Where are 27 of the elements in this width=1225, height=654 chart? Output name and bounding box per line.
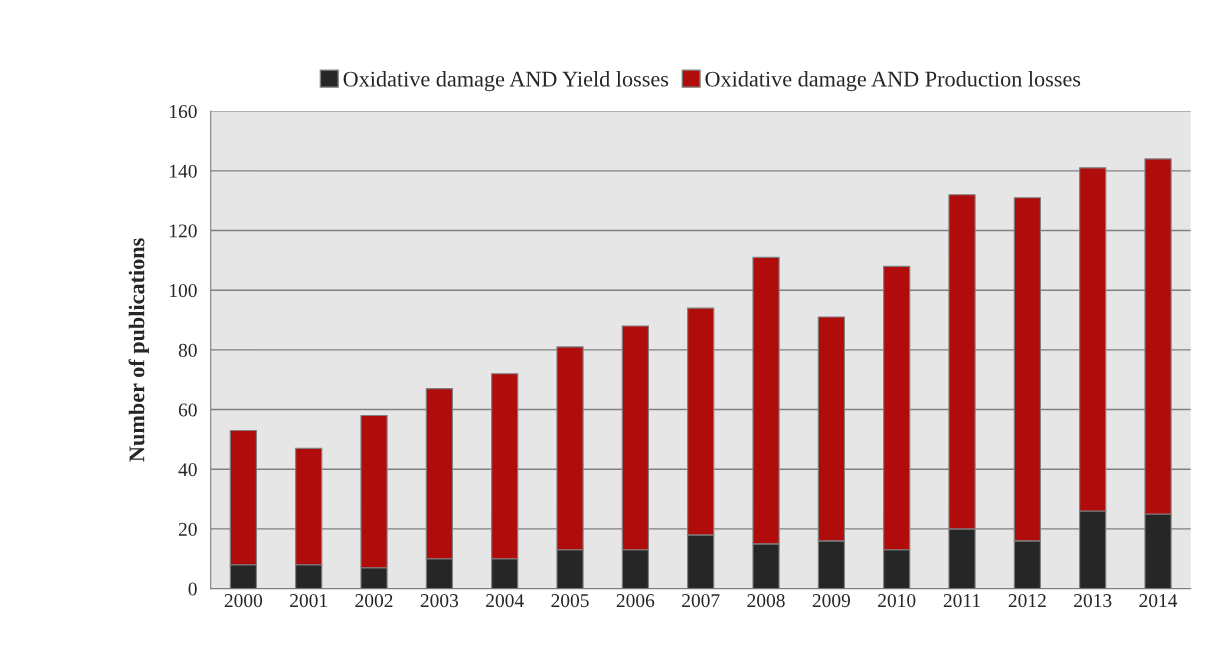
x-tick-label: 2005 [551,594,589,608]
y-axis-title: Number of publications [128,238,149,462]
y-tick-label: 80 [178,343,197,357]
x-tick-label: 2014 [1139,594,1178,608]
y-tick-label: 120 [170,224,197,238]
y-tick-label: 20 [178,522,197,536]
x-tick-label: 2001 [290,594,327,608]
x-tick-label: 2004 [486,594,524,608]
x-tick-label: 2011 [943,594,980,608]
x-tick-label: 2010 [878,594,916,608]
x-tick-label: 2007 [682,594,720,608]
x-tick-label: 2002 [355,594,393,608]
y-tick-label: 0 [188,582,197,596]
legend-label: Oxidative damage AND Yield losses [343,70,669,92]
x-tick-label: 2009 [812,594,851,608]
legend-label: Oxidative damage AND Production losses [705,70,1081,92]
y-tick-label: 60 [178,403,197,417]
y-tick-label: 100 [170,284,197,298]
y-tick-label: 140 [170,164,197,178]
x-tick-label: 2013 [1074,594,1112,608]
x-tick-label: 2012 [1008,594,1046,608]
x-tick-label: 2008 [747,594,785,608]
y-tick-label: 40 [178,463,197,477]
x-tick-label: 2000 [224,594,263,608]
x-tick-label: 2003 [420,594,459,608]
x-tick-label: 2006 [616,594,655,608]
y-tick-label: 160 [170,105,197,119]
